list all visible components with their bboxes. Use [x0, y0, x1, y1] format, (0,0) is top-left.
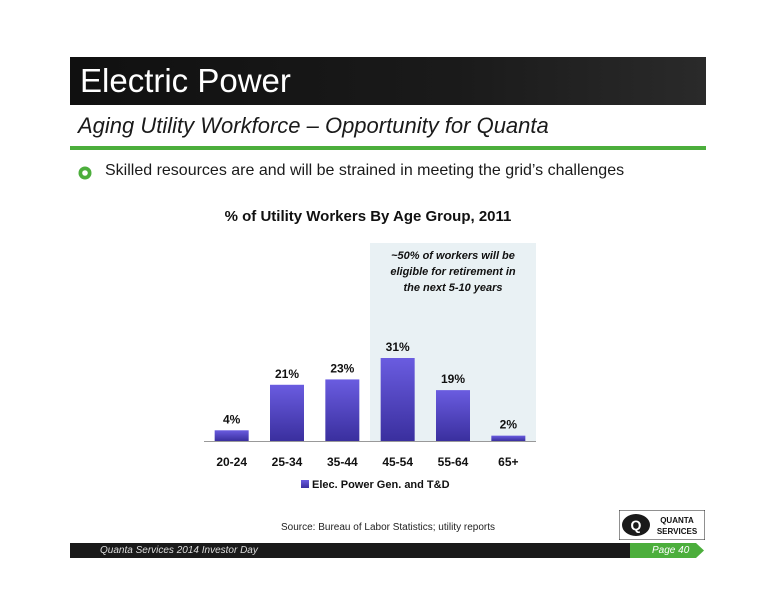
- annotation-line: eligible for retirement in: [390, 266, 516, 278]
- data-label: 23%: [330, 361, 354, 375]
- bullet-circle-icon: [78, 166, 92, 180]
- chart-title: % of Utility Workers By Age Group, 2011: [225, 208, 512, 225]
- page-number: Page 40: [652, 545, 690, 556]
- svg-text:QUANTA: QUANTA: [660, 516, 694, 525]
- source-note: Source: Bureau of Labor Statistics; util…: [281, 522, 495, 533]
- data-label: 31%: [386, 340, 410, 354]
- x-tick-label: 35-44: [327, 455, 358, 469]
- bar-65+: [491, 435, 526, 441]
- page-title: Electric Power: [80, 62, 291, 99]
- data-label: 19%: [441, 372, 465, 386]
- title-bar: Electric Power: [70, 57, 706, 105]
- data-label: 21%: [275, 367, 299, 381]
- quanta-logo: Q QUANTA SERVICES: [619, 510, 705, 540]
- retirement-annotation: ~50% of workers will be eligible for reti…: [390, 250, 516, 294]
- data-label: 2%: [500, 418, 518, 432]
- annotation-line: ~50% of workers will be: [391, 250, 515, 262]
- bar-35-44: [325, 379, 360, 441]
- footer-bar: Quanta Services 2014 Investor Day: [70, 543, 645, 558]
- svg-text:SERVICES: SERVICES: [657, 527, 698, 536]
- svg-text:Q: Q: [631, 517, 642, 533]
- x-tick-label: 65+: [498, 455, 518, 469]
- bullet-text: Skilled resources are and will be strain…: [105, 162, 625, 179]
- bar-55-64: [436, 390, 470, 441]
- footer-event-name: Quanta Services 2014 Investor Day: [100, 545, 258, 556]
- accent-rule: [70, 146, 706, 150]
- annotation-line: the next 5-10 years: [403, 282, 502, 294]
- legend-label: Elec. Power Gen. and T&D: [312, 479, 450, 491]
- bar-25-34: [270, 384, 304, 441]
- legend-swatch: [301, 480, 309, 488]
- page-subtitle: Aging Utility Workforce – Opportunity fo…: [78, 113, 549, 138]
- x-tick-label: 45-54: [382, 455, 413, 469]
- page-tab: [630, 543, 704, 558]
- data-label: 4%: [223, 412, 241, 426]
- x-tick-label: 25-34: [272, 455, 303, 469]
- x-tick-label: 55-64: [438, 455, 469, 469]
- bar-45-54: [380, 358, 415, 441]
- bar-20-24: [214, 430, 249, 441]
- x-tick-label: 20-24: [216, 455, 247, 469]
- legend: Elec. Power Gen. and T&D: [301, 479, 450, 491]
